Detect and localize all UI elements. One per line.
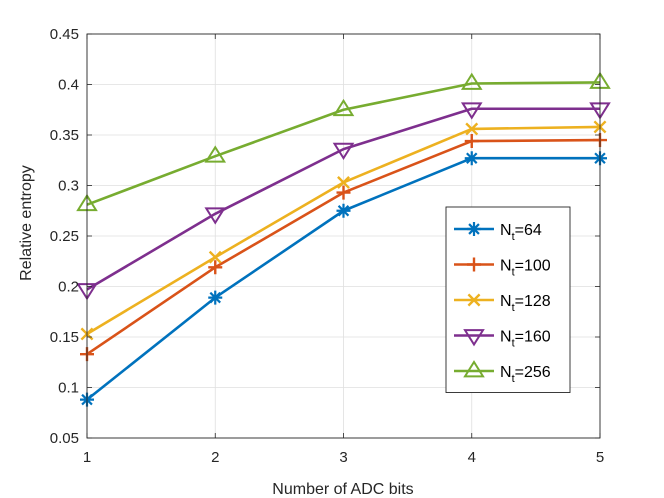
- legend-label-main: N: [500, 222, 512, 239]
- y-tick-label: 0.35: [50, 127, 79, 144]
- series-line: [86, 107, 600, 291]
- y-tick-label: 0.45: [50, 26, 79, 43]
- legend-label-main: N: [500, 329, 512, 346]
- legend-entry: Nt=128: [454, 293, 551, 314]
- data-point: [460, 102, 483, 120]
- series-line: [86, 81, 601, 206]
- x-tick-label: 3: [339, 449, 347, 466]
- data-point: [460, 72, 483, 90]
- legend-label-sub: t: [512, 338, 515, 350]
- y-tick-label: 0.15: [50, 329, 79, 346]
- legend-marker: [463, 360, 485, 378]
- data-point: [336, 185, 351, 200]
- y-tick-label: 0.4: [58, 77, 79, 94]
- legend-label-sub: t: [512, 267, 515, 279]
- y-axis-label: Relative entropy: [18, 165, 35, 281]
- y-tick-label: 0.05: [50, 430, 79, 447]
- legend-marker: [467, 222, 481, 236]
- legend-label: Nt=256: [500, 364, 551, 385]
- legend-label-sub: t: [512, 302, 515, 314]
- legend-label: Nt=160: [500, 329, 551, 350]
- data-point: [465, 122, 479, 136]
- data-point: [332, 142, 355, 161]
- axes: [86, 33, 601, 439]
- legend-marker: [467, 293, 481, 307]
- legend-entry: Nt=160: [454, 329, 551, 350]
- legend-label: Nt=64: [500, 222, 542, 243]
- data-point: [464, 151, 479, 166]
- legend-label-rest: =64: [515, 222, 542, 239]
- data-point: [337, 176, 350, 189]
- data-point: [464, 134, 479, 149]
- legend-label-rest: =128: [515, 293, 551, 310]
- series-2: [80, 120, 607, 341]
- y-tick-label: 0.25: [50, 228, 79, 245]
- y-tick-label: 0.1: [58, 380, 79, 397]
- legend-label: Nt=100: [500, 258, 551, 279]
- legend-label: Nt=128: [500, 293, 551, 314]
- data-point: [204, 207, 227, 225]
- legend-label-rest: =100: [515, 258, 551, 275]
- data-point: [336, 203, 351, 218]
- legend-marker: [467, 257, 481, 272]
- legend-label-main: N: [500, 293, 512, 310]
- legend-label-rest: =256: [515, 364, 551, 381]
- legend-marker: [463, 329, 485, 347]
- data-point: [208, 250, 222, 264]
- plot-series: [76, 71, 611, 407]
- legend-label-main: N: [500, 364, 512, 381]
- legend-label-sub: t: [512, 373, 515, 385]
- legend-entry: Nt=100: [454, 257, 551, 279]
- data-point: [204, 145, 227, 163]
- x-tick-label: 1: [83, 449, 91, 466]
- y-tick-label: 0.3: [58, 178, 79, 195]
- y-tick-label: 0.2: [58, 279, 79, 296]
- data-point: [208, 290, 223, 305]
- x-tick-label: 2: [211, 449, 219, 466]
- data-point: [208, 260, 223, 275]
- legend-label-main: N: [500, 258, 512, 275]
- plot-frame: [86, 33, 601, 439]
- legend-label-rest: =160: [515, 329, 551, 346]
- legend-entry: Nt=64: [454, 222, 542, 243]
- x-tick-label: 4: [468, 449, 476, 466]
- data-point: [332, 98, 355, 117]
- legend-entry: Nt=256: [454, 360, 551, 385]
- x-tick-label: 5: [596, 449, 604, 466]
- x-axis-label: Number of ADC bits: [272, 481, 413, 498]
- tick-labels: 1 2 3 4 5 0.05 0.1 0.15 0.2 0.25 0.3 0.35 0.4 0.45: [50, 26, 604, 466]
- legend-label-sub: t: [512, 231, 515, 243]
